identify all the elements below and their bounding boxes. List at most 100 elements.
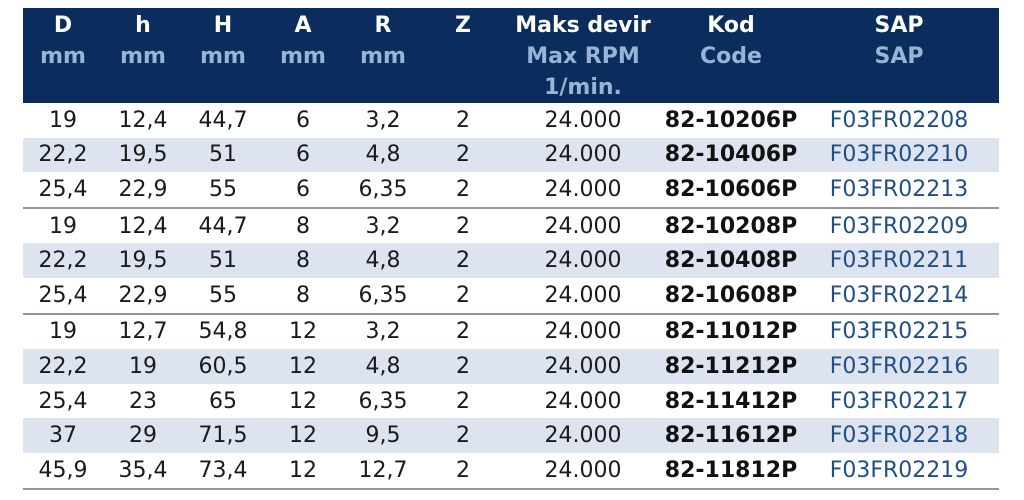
header-label: D	[53, 13, 73, 38]
cell-r: 4,8	[343, 243, 423, 278]
cell-z: 2	[423, 137, 503, 173]
cell-z: 2	[456, 176, 470, 202]
cell-code: 82-10206P	[664, 107, 798, 133]
cell-a: 12	[263, 418, 343, 453]
cell-a: 8	[263, 243, 343, 278]
cell-a: 6	[296, 176, 310, 202]
cell-max-rpm: 24.000	[503, 137, 663, 173]
cell-a: 6	[263, 137, 343, 173]
cell-a: 12	[263, 349, 343, 384]
cell-h-small: 12,4	[118, 107, 168, 133]
cell-z: 2	[423, 243, 503, 278]
cell-r: 12,7	[343, 452, 423, 490]
cell-h-large: 65	[209, 388, 237, 414]
cell-h-large: 73,4	[183, 452, 263, 490]
cell-code: 82-10408P	[663, 243, 799, 278]
cell-a: 8	[263, 206, 343, 244]
cell-d: 22,2	[23, 137, 103, 173]
table-row: 25,4 23 65 12 6,35 2 24.000 82-11412P F03FR02217	[23, 384, 999, 419]
cell-code: 82-11812P	[663, 452, 799, 490]
cell-h-large: 54,8	[183, 312, 263, 350]
cell-a: 6	[296, 107, 310, 133]
cell-a: 12	[263, 312, 343, 350]
cell-d: 25,4	[38, 388, 88, 414]
cell-h-small: 22,9	[118, 176, 168, 202]
cell-h-small: 23	[129, 388, 157, 414]
cell-d: 37	[23, 418, 103, 453]
cell-h-small: 19,5	[103, 137, 183, 173]
cell-z: 2	[423, 349, 503, 384]
column-header-max-rpm: Maks devir Max RPM 1/min.	[503, 8, 663, 103]
cell-z: 2	[456, 282, 470, 308]
cell-r: 3,2	[343, 312, 423, 350]
cell-sap: F03FR02219	[799, 452, 999, 490]
cell-max-rpm: 24.000	[503, 452, 663, 490]
cell-r: 6,35	[358, 282, 408, 308]
cell-r: 4,8	[343, 137, 423, 173]
header-unit-label: mm	[200, 44, 246, 69]
cell-sap: F03FR02213	[829, 176, 969, 202]
cell-code: 82-10208P	[663, 206, 799, 244]
cell-sap: F03FR02211	[799, 243, 999, 278]
cell-code: 82-10606P	[664, 176, 798, 202]
cell-h-large: 44,7	[183, 206, 263, 244]
header-label: A	[294, 13, 312, 38]
cell-a: 12	[263, 452, 343, 490]
column-header-h-small: h mm	[103, 8, 183, 103]
cell-max-rpm: 24.000	[544, 388, 622, 414]
cell-h-small: 19	[103, 349, 183, 384]
header-unit-label: Max RPM	[526, 44, 640, 69]
header-unit-label: 1/min.	[544, 75, 622, 100]
column-header-z: Z	[423, 8, 503, 103]
cell-r: 6,35	[358, 388, 408, 414]
header-label: R	[374, 13, 392, 38]
cell-z: 2	[423, 312, 503, 350]
cell-d: 22,2	[23, 349, 103, 384]
cell-z: 2	[423, 452, 503, 490]
cell-h-small: 12,4	[103, 206, 183, 244]
table-row: 19 12,7 54,8 12 3,2 2 24.000 82-11012P F03FR0221…	[23, 312, 999, 350]
header-label: H	[213, 13, 233, 38]
cell-max-rpm: 24.000	[503, 418, 663, 453]
cell-r: 4,8	[343, 349, 423, 384]
table-row: 25,4 22,9 55 8 6,35 2 24.000 82-10608P F03FR0221…	[23, 278, 999, 314]
cell-sap: F03FR02217	[829, 388, 969, 414]
cell-d: 25,4	[38, 282, 88, 308]
header-unit-label: mm	[40, 44, 86, 69]
cell-z: 2	[456, 388, 470, 414]
cell-r: 9,5	[343, 418, 423, 453]
table-row: 19 12,4 44,7 8 3,2 2 24.000 82-10208P F03FR02209	[23, 206, 999, 244]
cell-h-small: 22,9	[118, 282, 168, 308]
table-row: 37 29 71,5 12 9,5 2 24.000 82-11612P F03FR02218	[23, 418, 999, 453]
cell-sap: F03FR02215	[799, 312, 999, 350]
header-label: Kod	[707, 13, 755, 38]
cell-sap: F03FR02208	[829, 107, 969, 133]
cell-code: 82-11612P	[663, 418, 799, 453]
cell-d: 45,9	[23, 452, 103, 490]
cell-d: 25,4	[38, 176, 88, 202]
header-label: h	[135, 13, 151, 38]
header-unit-label: mm	[280, 44, 326, 69]
cell-sap: F03FR02216	[799, 349, 999, 384]
cell-r: 3,2	[343, 206, 423, 244]
cell-z: 2	[423, 206, 503, 244]
header-label: Z	[455, 13, 471, 38]
cell-h-large: 71,5	[183, 418, 263, 453]
header-label: Maks devir	[515, 13, 651, 38]
cell-d: 19	[49, 107, 77, 133]
column-header-sap: SAP SAP	[799, 8, 999, 103]
header-unit-label: mm	[120, 44, 166, 69]
table-row: 19 12,4 44,7 6 3,2 2 24.000 82-10206P F03FR02208	[23, 103, 999, 138]
header-unit-label: mm	[360, 44, 406, 69]
table-row: 25,4 22,9 55 6 6,35 2 24.000 82-10606P F03FR0221…	[23, 172, 999, 208]
cell-h-large: 60,5	[183, 349, 263, 384]
cell-h-large: 55	[209, 176, 237, 202]
cell-h-small: 29	[103, 418, 183, 453]
cell-max-rpm: 24.000	[503, 312, 663, 350]
